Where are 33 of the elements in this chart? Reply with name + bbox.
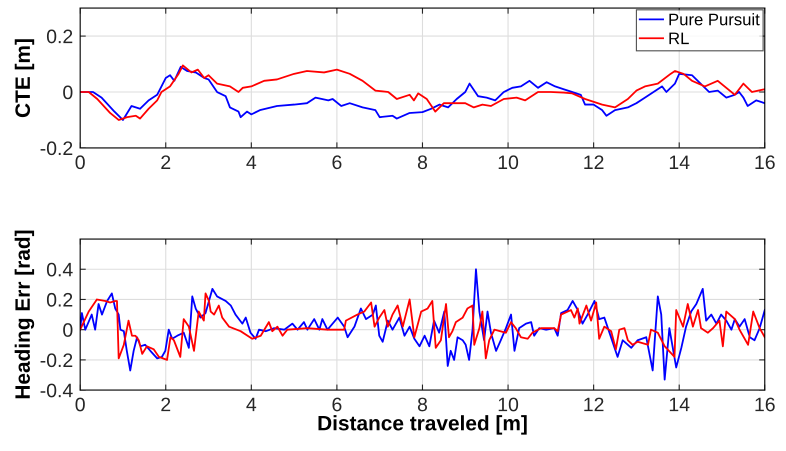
y-tick-label: 0.4 (46, 262, 73, 276)
x-tick-label: 4 (246, 398, 256, 412)
legend-label: Pure Pursuit (669, 13, 760, 26)
line-series (80, 292, 765, 361)
x-tick-label: 16 (755, 155, 775, 170)
x-tick-label: 10 (498, 155, 518, 170)
x-tick-label: 14 (670, 398, 690, 412)
x-tick-label: 8 (418, 155, 428, 170)
y-tick-label: 0 (63, 323, 72, 337)
y-axis-title: Heading Err [rad] (14, 230, 34, 398)
y-tick-label: 0 (63, 85, 72, 100)
x-tick-label: 4 (246, 156, 256, 169)
legend-label: RL (669, 32, 689, 44)
x-tick-label: 6 (332, 398, 342, 412)
y-tick-label: -0.2 (40, 353, 72, 368)
x-tick-label: 12 (584, 398, 604, 412)
x-tick-label: 6 (332, 155, 342, 170)
line-series (80, 268, 765, 380)
y-tick-label: 0.2 (46, 30, 72, 44)
y-axis-title: CTE [m] (14, 39, 34, 118)
x-tick-label: 2 (161, 398, 170, 412)
x-tick-label: 0 (76, 155, 85, 170)
y-tick-label: 0.2 (46, 292, 72, 307)
y-tick-label: -0.4 (40, 384, 73, 398)
y-tick-label: -0.2 (40, 141, 72, 156)
x-tick-label: 0 (76, 398, 85, 412)
x-tick-label: 2 (161, 155, 170, 169)
x-tick-label: 14 (670, 156, 690, 169)
x-tick-label: 10 (498, 398, 518, 412)
x-axis-title: Distance traveled [m] (318, 415, 527, 435)
x-tick-label: 8 (418, 398, 428, 412)
x-tick-label: 12 (584, 155, 604, 169)
x-tick-label: 16 (755, 398, 775, 412)
